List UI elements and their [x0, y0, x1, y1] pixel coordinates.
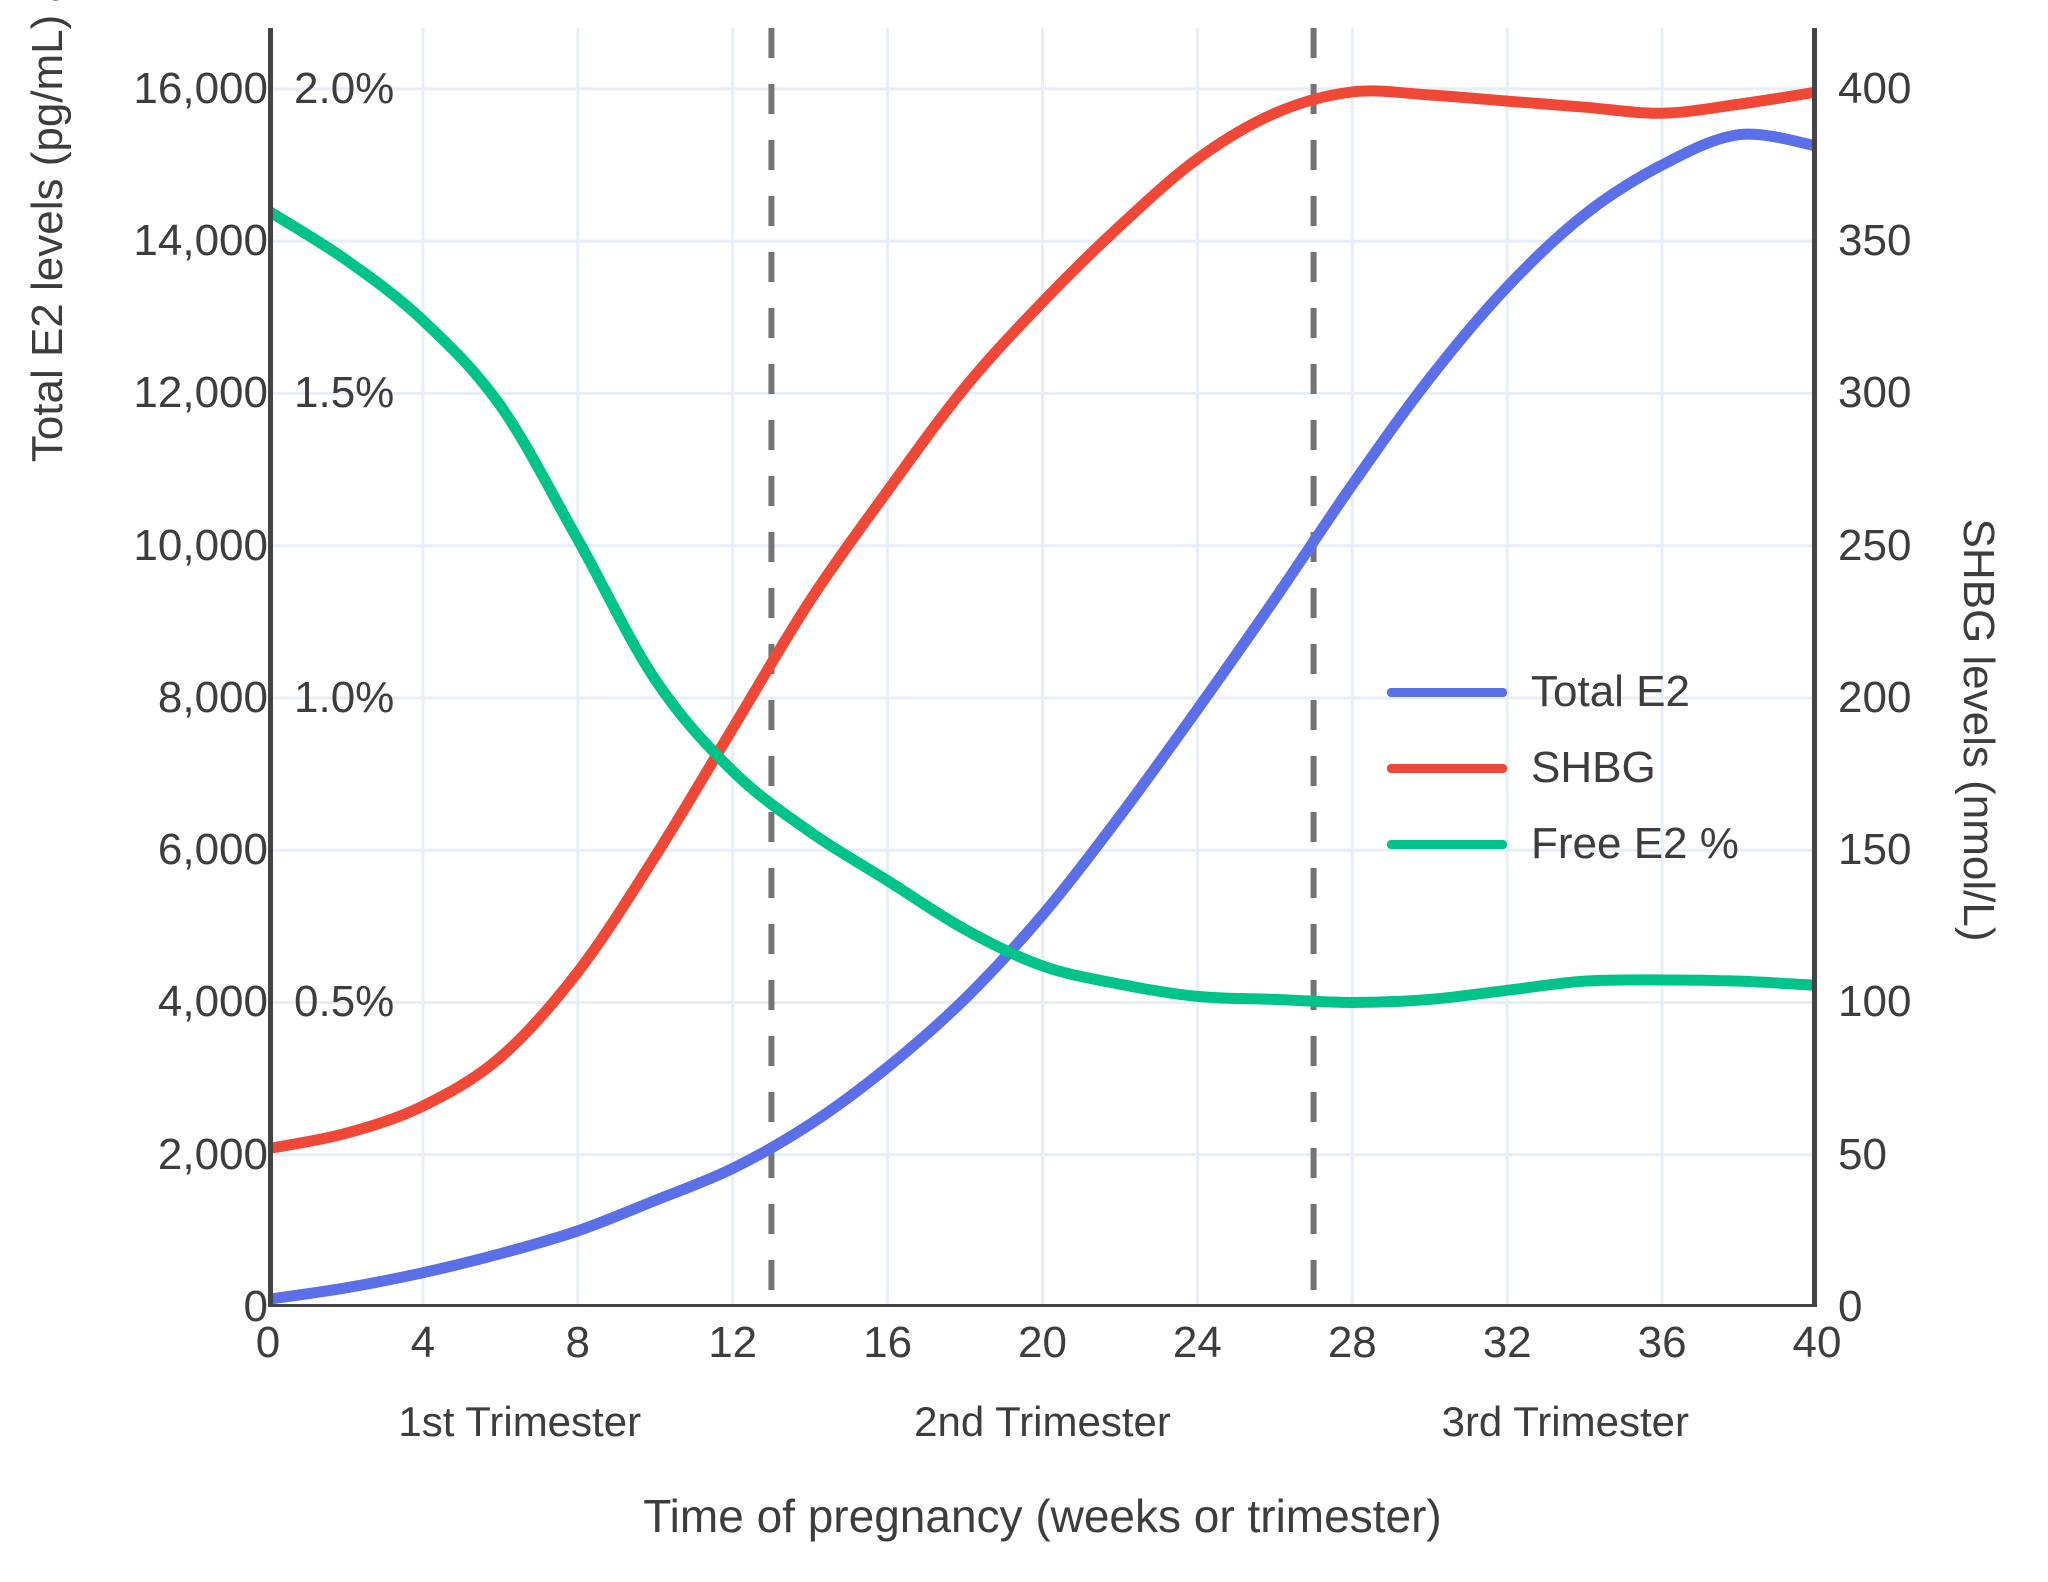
trimester-label: 1st Trimester: [398, 1398, 642, 1445]
x-tick-label: 28: [1327, 1318, 1377, 1367]
plot-area: 0.5% 1.0% 1.5% 2.0%: [268, 28, 1817, 1307]
x-tick-label: 32: [1482, 1318, 1532, 1367]
y-tick-right-label: 100: [1838, 977, 1912, 1027]
y-tick-right-label: 0: [1838, 1282, 1863, 1331]
gridlines: [268, 28, 1817, 1307]
series-line-shbg: [268, 85, 1817, 1155]
y-tick-right-label: 150: [1838, 825, 1912, 875]
series-line-total-e2: [268, 128, 1817, 1305]
x-tick-label: 0: [255, 1318, 281, 1367]
legend-color-swatch: [1387, 687, 1507, 697]
x-tick-label: 20: [1018, 1318, 1067, 1367]
y-tick-left-label: 4,000: [157, 977, 268, 1027]
y-tick-left-label: 8,000: [157, 672, 268, 722]
legend-label: Free E2 %: [1531, 819, 1739, 868]
legend-color-swatch: [1387, 763, 1507, 773]
series-group: [268, 85, 1817, 1305]
x-tick-label: 36: [1637, 1318, 1687, 1367]
free-e2-percent-label: 2.0%: [294, 63, 395, 113]
legend-item[interactable]: Free E2 %: [1387, 806, 1787, 882]
y-tick-right-label: 200: [1838, 672, 1912, 722]
y-tick-left-label: 2,000: [157, 1129, 268, 1179]
x-tick-label: 16: [863, 1318, 913, 1367]
y-tick-right-label: 350: [1838, 216, 1912, 266]
plot-svg: [268, 28, 1817, 1307]
y-tick-left-label: 10,000: [133, 520, 268, 570]
x-tick-label: 4: [410, 1318, 436, 1367]
y-tick-left-label: 12,000: [133, 368, 268, 418]
x-tick-label: 24: [1172, 1318, 1222, 1367]
x-tick-label: 40: [1792, 1318, 1842, 1367]
y-tick-left-label: 16,000: [133, 63, 268, 113]
legend-label: Total E2: [1531, 667, 1690, 716]
free-e2-percent-label: 1.5%: [294, 368, 395, 418]
legend-item[interactable]: Total E2: [1387, 654, 1787, 730]
x-tick-label: 8: [565, 1318, 591, 1367]
y-tick-left-label: 14,000: [133, 216, 268, 266]
trimester-label: 3rd Trimester: [1441, 1398, 1689, 1445]
y-tick-left-label: 6,000: [157, 825, 268, 875]
free-e2-percent-label: 0.5%: [294, 977, 395, 1027]
y-axis-right-ticks: 0 50 100 150 200 250 300 350 400: [1838, 0, 2048, 1582]
x-axis-title: Time of pregnancy (weeks or trimester): [643, 1490, 1442, 1542]
y-tick-right-label: 50: [1838, 1129, 1887, 1179]
axis-spines: [268, 28, 1817, 1307]
free-e2-percent-label: 1.0%: [294, 672, 395, 722]
legend-label: SHBG: [1531, 743, 1656, 792]
y-tick-right-label: 400: [1838, 63, 1912, 113]
legend: Total E2 SHBG Free E2 %: [1387, 654, 1787, 882]
y-tick-right-label: 250: [1838, 520, 1912, 570]
y-tick-right-label: 300: [1838, 368, 1912, 418]
y-tick-left-label: 0: [243, 1282, 268, 1331]
trimester-label: 2nd Trimester: [914, 1398, 1171, 1445]
legend-item[interactable]: SHBG: [1387, 730, 1787, 806]
x-tick-label: 12: [708, 1318, 758, 1367]
y-axis-left-ticks: 0 2,000 4,000 6,000 8,000 10,000 12,000 14,000 1…: [0, 0, 268, 1582]
series-line-free-e2: [268, 205, 1817, 1008]
legend-color-swatch: [1387, 839, 1507, 849]
